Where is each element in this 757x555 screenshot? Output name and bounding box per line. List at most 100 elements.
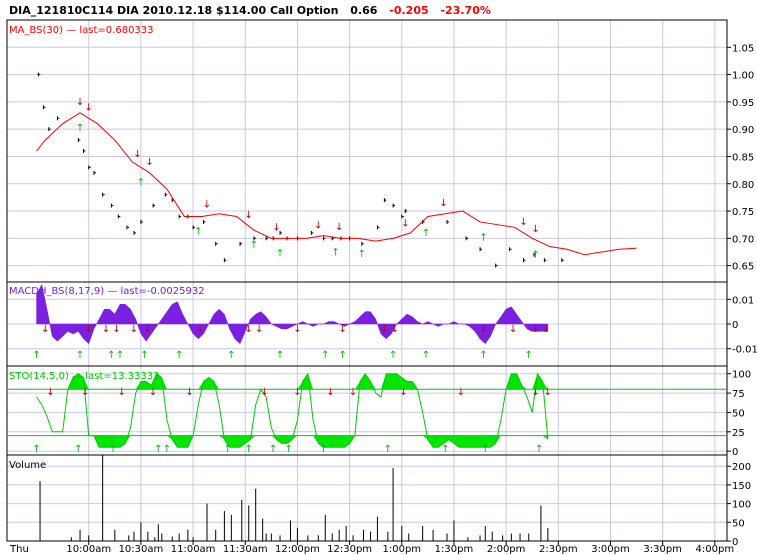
sell-arrow: ↓ [145,157,153,168]
x-tick-label: 3:00pm [591,544,630,555]
sell-arrow: ↓ [76,97,84,108]
y-tick-label: 0.01 [732,295,754,306]
sell-arrow: ↓ [46,387,54,398]
sell-arrow: ↓ [133,149,141,160]
y-tick-label: 100 [732,370,751,381]
sell-arrow: ↓ [479,324,487,335]
buy-arrow: ↑ [245,444,253,455]
sell-arrow: ↓ [144,324,152,335]
buy-arrow: ↑ [163,444,171,455]
y-tick-label: 200 [732,462,751,473]
x-tick-label: 1:30pm [435,544,474,555]
x-tick-label: 10:30am [119,544,164,555]
sell-arrow: ↓ [544,387,552,398]
y-tick-label: 0.80 [732,180,754,191]
y-tick-label: 150 [732,481,751,492]
panel-border [6,454,728,542]
y-tick-label: 75 [732,389,745,400]
x-tick-label: 11:00am [171,544,216,555]
macd-histogram [36,283,549,345]
sell-arrow: ↓ [203,200,211,211]
sell-arrow: ↓ [542,324,550,335]
sell-arrow: ↓ [338,324,346,335]
sell-arrow: ↓ [401,219,409,230]
x-tick-label: 3:30pm [643,544,682,555]
buy-arrow: ↑ [332,248,340,259]
symbol-title: DIA_121810C114 DIA 2010.12.18 $114.00 Ca… [9,4,339,17]
sell-arrow: ↓ [439,198,447,209]
buy-arrow: ↑ [422,228,430,239]
buy-arrow: ↑ [175,350,183,361]
price-change: -0.205 [389,4,429,17]
stochastic-legend: STO(14,5,0) — last=13.33333 [9,371,159,382]
buy-arrow: ↑ [109,444,117,455]
sell-arrow: ↓ [272,222,280,233]
buy-arrow: ↑ [269,444,277,455]
sell-arrow: ↓ [185,387,193,398]
y-tick-label: 25 [732,428,745,439]
x-tick-label: 1:00pm [383,544,422,555]
x-tick-label: 10:00am [66,544,111,555]
buy-arrow: ↑ [358,249,366,260]
y-tick-label: 0 [732,447,738,458]
sell-arrow: ↓ [326,387,334,398]
sell-arrow: ↓ [293,387,301,398]
sell-arrow: ↓ [380,324,388,335]
y-tick-label: 0.95 [732,98,754,109]
chart-header: DIA_121810C114 DIA 2010.12.18 $114.00 Ca… [9,4,491,17]
panel-border [6,19,728,283]
volume-legend: Volume [9,460,46,471]
y-tick-label: 0 [732,537,738,548]
x-tick-label: 2:30pm [539,544,578,555]
sell-arrow: ↓ [149,387,157,398]
buy-arrow: ↑ [194,227,202,238]
sell-arrow: ↓ [391,324,399,335]
stochastic-overbought-fill [36,373,548,390]
sell-arrow: ↓ [532,224,540,235]
buy-arrow: ↑ [532,250,540,261]
buy-arrow: ↑ [107,350,115,361]
x-tick-label: 12:30pm [327,544,372,555]
sell-arrow: ↓ [509,324,517,335]
y-tick-label: 1.00 [732,71,754,82]
y-tick-label: 0.70 [732,234,754,245]
buy-arrow: ↑ [525,350,533,361]
y-tick-label: 50 [732,518,745,529]
sell-arrow: ↓ [118,387,126,398]
sell-arrow: ↓ [85,324,93,335]
buy-arrow: ↑ [479,350,487,361]
sell-arrow: ↓ [519,217,527,228]
macd-legend: MACDH_BS(8,17,9) — last=-0.0025932 [9,286,205,297]
buy-arrow: ↑ [32,444,40,455]
y-tick-label: 0 [732,320,738,331]
x-tick-label: 4:00pm [696,544,735,555]
buy-arrow: ↑ [154,444,162,455]
sell-arrow: ↓ [399,387,407,398]
sell-arrow: ↓ [85,102,93,113]
sell-arrow: ↓ [102,324,110,335]
sell-arrow: ↓ [314,220,322,231]
buy-arrow: ↑ [319,444,327,455]
buy-arrow: ↑ [250,240,258,251]
sell-arrow: ↓ [260,387,268,398]
buy-arrow: ↑ [276,350,284,361]
buy-arrow: ↑ [276,248,284,259]
y-tick-label: 1.05 [732,43,754,54]
y-tick-label: 50 [732,408,745,419]
sell-arrow: ↓ [112,324,120,335]
buy-arrow: ↑ [32,350,40,361]
buy-arrow: ↑ [137,177,145,188]
x-tick-label: 12:00pm [275,544,320,555]
buy-arrow: ↑ [535,444,543,455]
x-tick-label: Thu [9,544,29,555]
buy-arrow: ↑ [338,350,346,361]
y-tick-label: -0.01 [732,345,757,356]
sell-arrow: ↓ [245,210,253,221]
buy-arrow: ↑ [441,444,449,455]
sell-arrow: ↓ [457,387,465,398]
last-price: 0.66 [350,4,378,17]
buy-arrow: ↑ [76,123,84,134]
sell-arrow: ↓ [532,387,540,398]
sell-arrow: ↓ [245,324,253,335]
sell-arrow: ↓ [532,324,540,335]
